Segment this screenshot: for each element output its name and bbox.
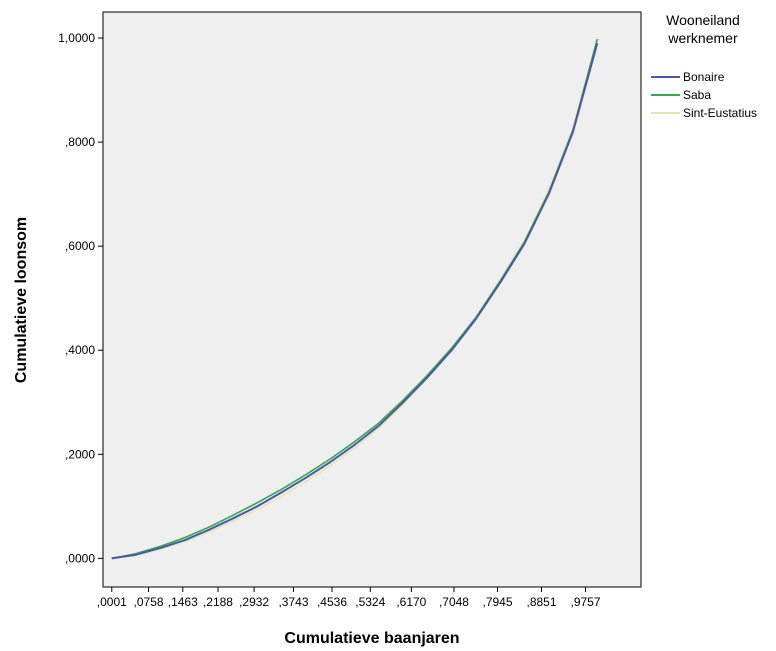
y-tick-label: ,2000 [65,447,95,461]
legend-title-line-1: Wooneiland [666,12,740,28]
y-tick-label: ,6000 [65,239,95,253]
y-tick-label: 1,0000 [58,31,95,45]
x-tick-label: ,7048 [439,595,469,609]
x-tick-label: ,6170 [396,595,426,609]
series-line-bonaire [111,42,599,560]
legend-label-saba: Saba [683,88,711,102]
y-axis: ,0000 ,2000 ,4000 ,6000 ,8000 1,0000 [58,31,103,565]
legend-title-line-2: werknemer [667,30,738,46]
y-tick-label: ,8000 [65,135,95,149]
x-tick-label: ,9757 [570,595,600,609]
x-tick-label: ,0758 [134,595,164,609]
x-axis: ,0001 ,0758 ,1463 ,2188 ,2932 ,3743 ,4536 ,5324… [97,587,601,609]
legend-label-bonaire: Bonaire [683,70,725,84]
x-tick-label: ,1463 [168,595,198,609]
x-tick-label: ,5324 [355,595,385,609]
x-tick-label: ,2188 [203,595,233,609]
x-tick-label: ,4536 [317,595,347,609]
x-tick-label: ,7945 [483,595,513,609]
x-tick-label: ,0001 [97,595,127,609]
x-tick-label: ,2932 [239,595,269,609]
y-tick-label: ,4000 [65,343,95,357]
plot-area [102,11,642,588]
legend-label-sint-eustatius: Sint-Eustatius [683,106,757,120]
series-lines [111,38,599,560]
series-line-sint-eustatius [111,38,599,560]
y-axis-title: Cumulatieve loonsom [13,217,30,383]
x-tick-label: ,3743 [278,595,308,609]
x-axis-title: Cumulatieve baanjaren [284,630,459,647]
legend: Wooneiland werknemer Bonaire Saba Sint-Eus… [651,12,757,120]
y-tick-label: ,0000 [65,551,95,565]
x-tick-label: ,8851 [526,595,556,609]
